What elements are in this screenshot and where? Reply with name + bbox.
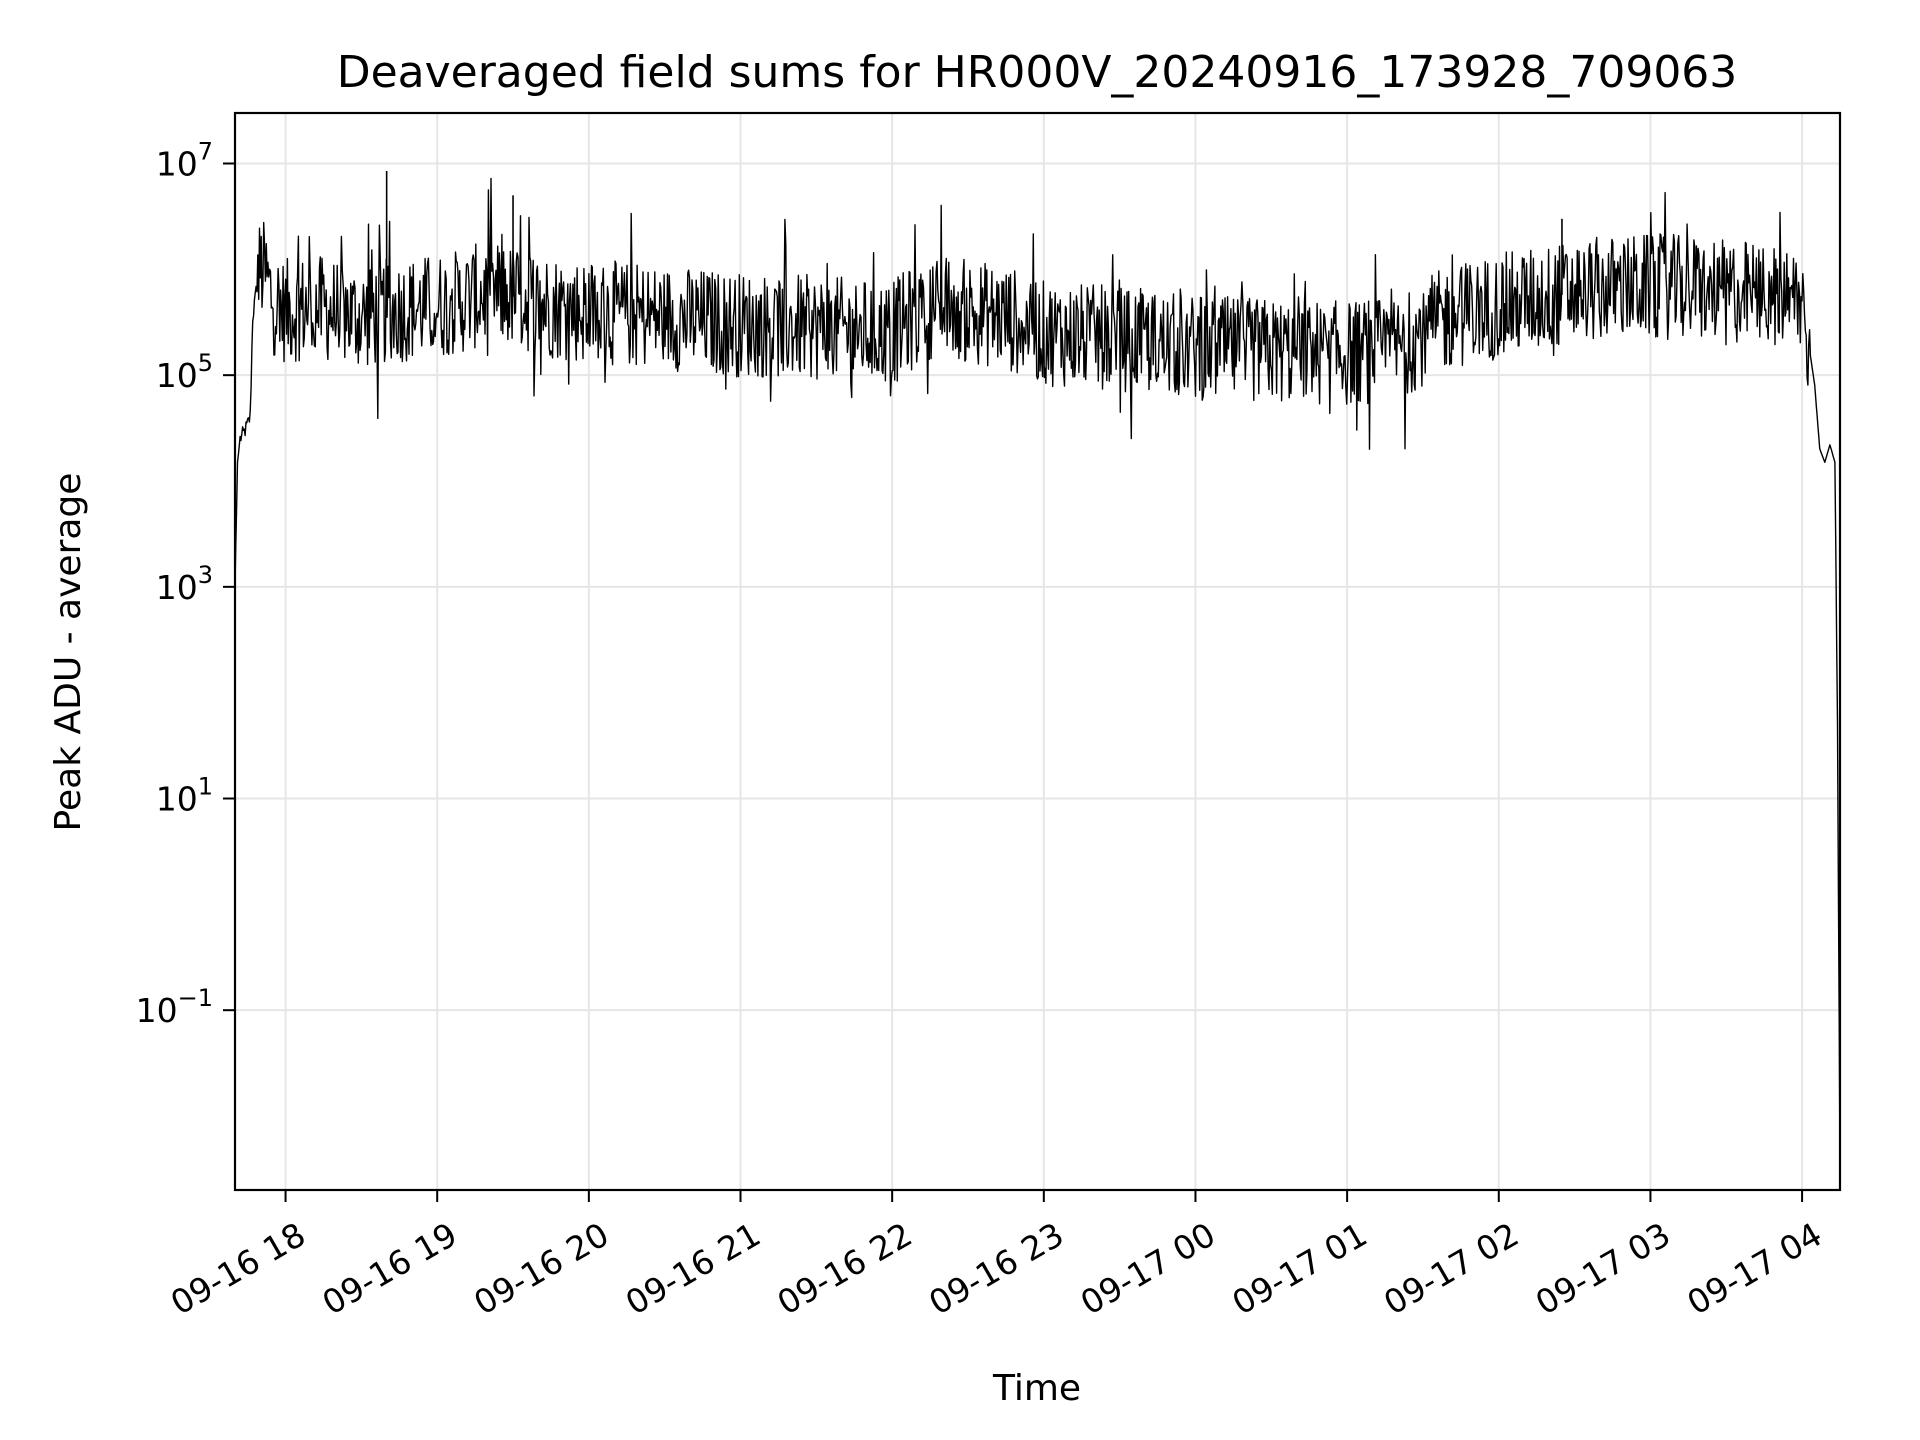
y-tick-base: 10 — [156, 144, 198, 183]
y-tick-exponent: 1 — [198, 773, 213, 801]
y-axis-label: Peak ADU - average — [48, 473, 89, 832]
y-tick-exponent: −1 — [178, 984, 213, 1012]
y-tick-base: 10 — [136, 991, 178, 1030]
y-tick-label: 103 — [156, 561, 213, 607]
y-tick-base: 10 — [156, 568, 198, 607]
y-tick-base: 10 — [156, 356, 198, 395]
plot-frame — [233, 111, 1842, 1192]
y-tick-exponent: 3 — [198, 561, 213, 589]
series-layer — [234, 170, 1841, 1172]
y-tick-base: 10 — [156, 780, 198, 819]
series-line — [234, 177, 1841, 1172]
y-tick-exponent: 7 — [198, 137, 213, 165]
y-tick-label: 105 — [156, 349, 213, 395]
y-tick-exponent: 5 — [198, 349, 213, 377]
y-tick-label: 101 — [156, 773, 213, 819]
chart-title: Deaveraged field sums for HR000V_2024091… — [337, 47, 1738, 98]
y-tick-label: 107 — [156, 137, 213, 183]
y-tick-label: 10−1 — [136, 984, 213, 1030]
x-axis-label: Time — [992, 1368, 1081, 1409]
